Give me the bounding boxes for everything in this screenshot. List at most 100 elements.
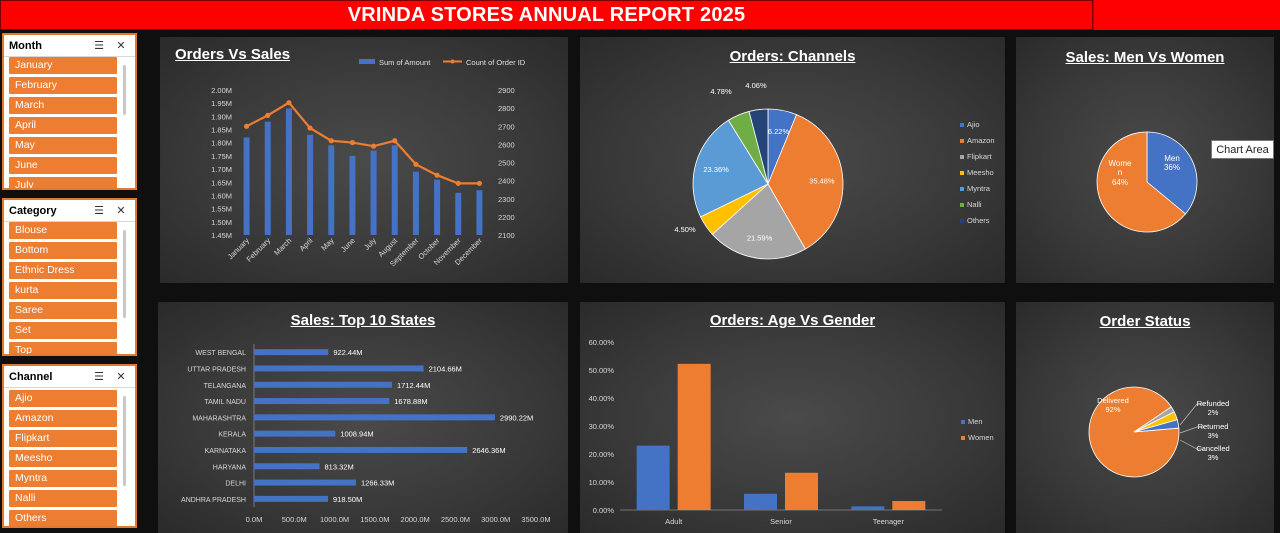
bar-sum-of-amount-may <box>328 145 335 235</box>
bar-west-bengal <box>254 349 329 356</box>
month-slicer[interactable]: Month ☰ ✕ January February March April M… <box>2 33 137 190</box>
category-slicer[interactable]: Category ☰ ✕ Blouse Bottom Ethnic Dress … <box>2 198 137 356</box>
slicer-item-bottom[interactable]: Bottom <box>9 242 117 259</box>
legend-label-ajio: Ajio <box>967 120 980 129</box>
point-count-of-order-id-august <box>392 138 398 144</box>
data-label-meesho: 4.50% <box>674 225 696 234</box>
slicer-title: Month <box>9 39 42 52</box>
data-label-telangana: 1712.44M <box>397 381 430 390</box>
point-count-of-order-id-april <box>307 125 313 131</box>
data-label-women-name-a: Wome <box>1109 159 1133 168</box>
bar-maharashtra <box>254 414 495 421</box>
bar-haryana <box>254 463 320 470</box>
point-count-of-order-id-december <box>476 180 483 186</box>
slicer-item-others[interactable]: Others <box>9 510 117 526</box>
slicer-item-april[interactable]: April <box>9 117 117 134</box>
slicer-item-march[interactable]: March <box>9 97 117 114</box>
left-axis-tick-label: 1.70M <box>211 165 232 174</box>
slicer-item-february[interactable]: February <box>9 77 117 94</box>
sales-men-women-chart[interactable]: Sales: Men Vs Women Men 36% Wome n 64% <box>1016 37 1274 283</box>
slicer-item-set[interactable]: Set <box>9 322 117 339</box>
title-banner: VRINDA STORES ANNUAL REPORT 2025 <box>0 0 1280 30</box>
slicer-scrollbar[interactable] <box>123 396 126 486</box>
bar-sum-of-amount-june <box>349 155 356 235</box>
multi-select-icon[interactable]: ☰ <box>94 205 104 217</box>
chart-area-tooltip: Chart Area <box>1211 140 1274 159</box>
slicer-item-may[interactable]: May <box>9 137 117 154</box>
orders-channels-plot: 6.22% 35.48% 21.59% 4.50% 23.36% 4.78% 4.06% Aj… <box>674 81 995 260</box>
orders-vs-sales-chart[interactable]: Orders Vs Sales Sum of Amount Count of Or… <box>160 37 568 283</box>
sales-top-states-plot: 0.0M 500.0M 1000.0M 1500.0M 2000.0M 2500.0M 30… <box>181 344 551 524</box>
slicer-item-amazon[interactable]: Amazon <box>9 410 117 427</box>
x-axis-tick-label: May <box>319 236 336 253</box>
point-count-of-order-id-february <box>265 112 271 118</box>
data-label-uttar-pradesh: 2104.66M <box>429 364 462 373</box>
slicer-item-meesho[interactable]: Meesho <box>9 450 117 467</box>
bar-sum-of-amount-august <box>391 145 398 235</box>
left-axis-tick-label: 1.90M <box>211 112 232 121</box>
left-axis-tick-label: 1.80M <box>211 139 232 148</box>
chart-title: Sales: Top 10 States <box>290 312 436 329</box>
x-axis-tick-label: 500.0M <box>282 515 307 524</box>
orders-channels-chart[interactable]: Orders: Channels 6.22% 35.48% 21.59% 4.50% 2… <box>580 37 1005 283</box>
legend-swatch-men <box>961 420 965 424</box>
point-count-of-order-id-march <box>286 100 292 106</box>
point-count-of-order-id-may <box>328 138 334 144</box>
slicer-item-myntra[interactable]: Myntra <box>9 470 117 487</box>
slicer-scrollbar[interactable] <box>123 230 126 318</box>
legend-swatch-myntra <box>960 187 964 191</box>
legend-swatch-ajio <box>960 123 964 127</box>
title-cell[interactable]: VRINDA STORES ANNUAL REPORT 2025 <box>0 0 1093 30</box>
slicer-item-top[interactable]: Top <box>9 342 117 354</box>
point-count-of-order-id-july <box>370 143 377 149</box>
slicer-item-saree[interactable]: Saree <box>9 302 117 319</box>
data-label-andhra-pradesh: 918.50M <box>333 495 362 504</box>
chart-title: Orders: Age Vs Gender <box>709 312 876 329</box>
slicer-item-nalli[interactable]: Nalli <box>9 490 117 507</box>
channel-slice-others <box>748 108 769 185</box>
legend-swatch-flipkart <box>960 155 964 159</box>
slicer-item-ethnic-dress[interactable]: Ethnic Dress <box>9 262 117 279</box>
data-label-kerala: 1008.94M <box>340 430 373 439</box>
slicer-header: Month ☰ ✕ <box>4 35 135 57</box>
slicer-item-flipkart[interactable]: Flipkart <box>9 430 117 447</box>
left-axis-tick-label: 1.60M <box>211 191 232 200</box>
slicer-item-january[interactable]: January <box>9 57 117 74</box>
x-axis-tick-label: 1500.0M <box>360 515 389 524</box>
orders-age-gender-plot: 0.00% 10.00% 20.00% 30.00% 40.00% 50.00% 60.00… <box>589 338 994 526</box>
order-status-chart[interactable]: Order Status Delivered 92% Refunded 2% Retur… <box>1016 302 1274 533</box>
clear-filter-icon[interactable]: ✕ <box>116 40 126 52</box>
point-count-of-order-id-january <box>243 123 250 129</box>
slicer-item-blouse[interactable]: Blouse <box>9 222 117 239</box>
multi-select-icon[interactable]: ☰ <box>94 371 104 383</box>
slicer-scrollbar[interactable] <box>123 65 126 115</box>
left-axis-tick-label: 1.95M <box>211 99 232 108</box>
data-label-amazon: 35.48% <box>809 176 835 185</box>
y-axis-tick-label: 20.00% <box>589 450 615 459</box>
slicer-item-ajio[interactable]: Ajio <box>9 390 117 407</box>
slicer-item-june[interactable]: June <box>9 157 117 174</box>
bar-women-senior <box>785 472 818 510</box>
bar-sum-of-amount-february <box>264 121 271 235</box>
bar-telangana <box>254 381 392 388</box>
orders-age-gender-chart[interactable]: Orders: Age Vs Gender 0.00% 10.00% 20.00% 3… <box>580 302 1005 533</box>
data-label-maharashtra: 2990.22M <box>500 413 533 422</box>
channel-slicer[interactable]: Channel ☰ ✕ Ajio Amazon Flipkart Meesho … <box>2 364 137 528</box>
sales-top-states-chart[interactable]: Sales: Top 10 States 0.0M 500.0M 1000.0M 15… <box>158 302 568 533</box>
legend-swatch-sum-of-amount <box>359 59 375 64</box>
chart-title: Orders: Channels <box>729 48 856 65</box>
leader-line-refunded <box>1179 403 1205 426</box>
clear-filter-icon[interactable]: ✕ <box>116 371 126 383</box>
point-count-of-order-id-june <box>349 139 356 146</box>
bar-tamil-nadu <box>254 398 390 405</box>
clear-filter-icon[interactable]: ✕ <box>116 205 126 217</box>
y-axis-tick-label: 0.00% <box>593 506 615 515</box>
slicer-item-july[interactable]: July <box>9 177 117 188</box>
data-label-myntra: 23.36% <box>703 165 729 174</box>
legend-marker-count-of-order-id <box>450 59 455 64</box>
x-axis-tick-label: Adult <box>665 517 683 526</box>
y-axis-tick-label: 60.00% <box>589 338 615 347</box>
multi-select-icon[interactable]: ☰ <box>94 40 104 52</box>
slicer-item-kurta[interactable]: kurta <box>9 282 117 299</box>
